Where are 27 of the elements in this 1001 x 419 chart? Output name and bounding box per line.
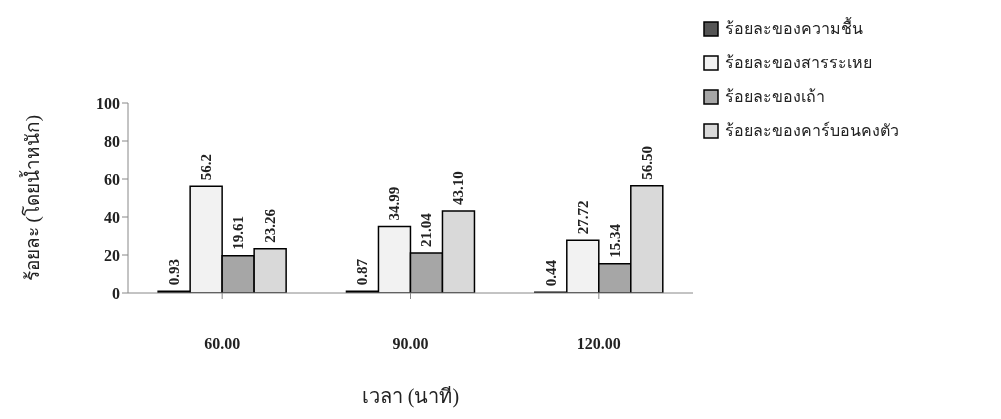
y-tick-label: 60: [104, 170, 120, 188]
x-tick-label: 60.00: [204, 335, 241, 352]
y-tick-label: 100: [96, 94, 120, 112]
data-label: 19.61: [230, 215, 247, 250]
data-label: 27.72: [574, 200, 591, 235]
legend-label: ร้อยละของเถ้า: [725, 87, 825, 107]
y-tick-label: 80: [104, 132, 120, 150]
data-label: 21.04: [418, 212, 435, 248]
data-label: 56.2: [198, 153, 215, 181]
data-label: 15.34: [606, 223, 623, 258]
legend-label: ร้อยละของคาร์บอนคงตัว: [725, 120, 899, 141]
data-label: 0.44: [542, 259, 559, 287]
x-tick-label: 120.00: [576, 335, 621, 352]
data-label: 56.50: [638, 145, 655, 180]
data-label: 43.10: [450, 171, 467, 206]
y-tick-label: 20: [104, 246, 120, 264]
x-axis-title: เวลา (นาที): [361, 385, 460, 408]
x-tick-label: 90.00: [392, 335, 429, 352]
data-label: 23.26: [262, 208, 279, 243]
data-label: 0.87: [354, 258, 371, 286]
data-label: 0.93: [166, 258, 183, 286]
data-label: 34.99: [386, 186, 403, 221]
y-tick-label: 40: [104, 208, 120, 226]
y-axis-title: ร้อยละ (โดยน้ำหนัก): [18, 114, 44, 282]
y-tick-label: 0: [112, 284, 120, 302]
legend-label: ร้อยละของความชื้น: [725, 18, 863, 39]
legend-label: ร้อยละของสารระเหย: [725, 53, 872, 73]
